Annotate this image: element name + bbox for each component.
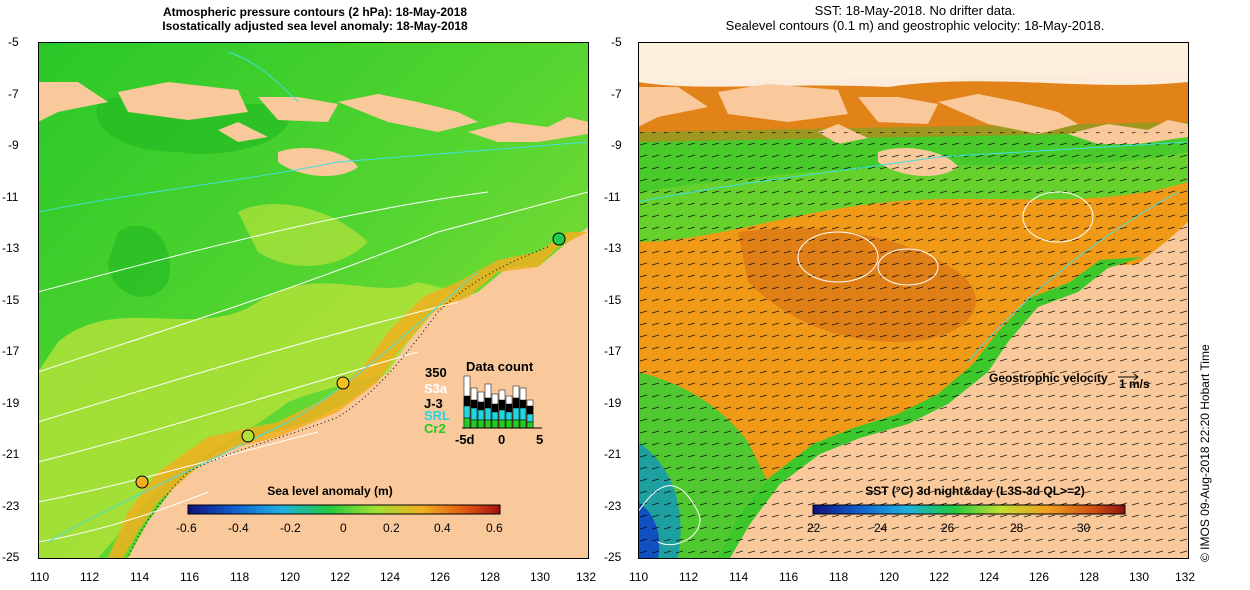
left-cb-tick: -0.6 <box>176 521 197 535</box>
left-colorbar-label: Sea level anomaly (m) <box>267 484 393 498</box>
left-map-frame <box>38 42 589 559</box>
dc-axis-label: 5 <box>536 432 544 447</box>
right-y-tick: -7 <box>611 87 622 101</box>
right-x-tick: 126 <box>1029 570 1050 584</box>
left-x-tick: 116 <box>180 570 200 584</box>
left-x-tick: 112 <box>80 570 100 584</box>
right-cb-tick: 28 <box>1010 521 1024 535</box>
right-x-tick: 122 <box>929 570 950 584</box>
left-title-line2: Isostatically adjusted sea level anomaly… <box>162 19 468 33</box>
right-y-tick: -5 <box>611 35 622 49</box>
right-x-tick: 130 <box>1129 570 1150 584</box>
right-y-tick: -11 <box>604 190 621 204</box>
left-x-tick: 124 <box>380 570 401 584</box>
left-y-tick: -23 <box>2 499 20 513</box>
left-title-line1: Atmospheric pressure contours (2 hPa): 1… <box>162 5 468 19</box>
right-x-tick: 110 <box>629 570 649 584</box>
right-colorbar-label: SST (°C) 3d night&day (L3S-3d QL>=2) <box>865 484 1085 498</box>
left-x-tick: 120 <box>280 570 301 584</box>
left-y-tick: -11 <box>2 190 19 204</box>
right-x-tick: 128 <box>1079 570 1100 584</box>
left-x-tick: 118 <box>230 570 250 584</box>
dc-axis-label: 0 <box>498 432 506 447</box>
left-y-tick: -21 <box>2 447 20 461</box>
right-y-tick: -25 <box>604 550 622 564</box>
right-cb-tick: 30 <box>1077 521 1091 535</box>
left-x-tick: 122 <box>330 570 351 584</box>
left-x-tick: 110 <box>30 570 50 584</box>
right-x-tick: 120 <box>879 570 900 584</box>
left-y-tick: -13 <box>2 241 20 255</box>
right-x-tick: 114 <box>729 570 749 584</box>
left-cb-tick: 0.6 <box>486 521 503 535</box>
left-y-tick: -7 <box>8 87 19 101</box>
data-count-title: Data count <box>466 359 534 374</box>
right-x-tick: 124 <box>979 570 1000 584</box>
right-map <box>638 42 1188 558</box>
left-cb-tick: 0.4 <box>434 521 451 535</box>
right-cb-tick: 26 <box>941 521 955 535</box>
left-y-tick: -25 <box>2 550 20 564</box>
right-y-tick: -13 <box>604 241 622 255</box>
velocity-scale: 1 m/s <box>1119 377 1150 391</box>
left-cb-tick: -0.4 <box>228 521 249 535</box>
left-x-tick: 130 <box>530 570 551 584</box>
right-y-tick: -15 <box>604 293 622 307</box>
left-y-tick: -19 <box>2 396 20 410</box>
right-x-tick: 132 <box>1175 570 1196 584</box>
imos-credit: © IMOS 09-Aug-2018 22:20 Hobart Time <box>1198 344 1212 562</box>
left-cb-tick: 0 <box>340 521 347 535</box>
left-y-tick: -9 <box>8 138 19 152</box>
right-y-tick: -9 <box>611 138 622 152</box>
sat-label-s3a: S3a <box>424 381 448 396</box>
right-x-tick: 116 <box>779 570 799 584</box>
left-y-tick: -5 <box>8 35 19 49</box>
sat-label-srl: SRL <box>424 408 450 423</box>
sat-label-cr2: Cr2 <box>424 421 446 436</box>
right-x-tick: 112 <box>679 570 699 584</box>
right-cb-tick: 22 <box>807 521 821 535</box>
right-y-tick: -17 <box>604 344 622 358</box>
dc-axis-label: -5d <box>455 432 475 447</box>
right-map-frame <box>638 42 1189 559</box>
left-x-tick: 132 <box>576 570 597 584</box>
right-y-tick: -19 <box>604 396 622 410</box>
data-count-max: 350 <box>425 365 447 380</box>
right-title-line1: SST: 18-May-2018. No drifter data. <box>814 3 1016 18</box>
left-y-tick: -15 <box>2 293 20 307</box>
right-cb-tick: 24 <box>874 521 888 535</box>
right-x-tick: 118 <box>829 570 849 584</box>
left-x-tick: 126 <box>430 570 451 584</box>
left-y-tick: -17 <box>2 344 20 358</box>
velocity-label: Geostrophic velocity <box>989 371 1108 385</box>
left-x-tick: 128 <box>480 570 501 584</box>
right-y-tick: -21 <box>604 447 622 461</box>
right-y-tick: -23 <box>604 499 622 513</box>
right-title-line2: Sealevel contours (0.1 m) and geostrophi… <box>725 18 1105 33</box>
data-count-histogram <box>462 375 542 429</box>
left-x-tick: 114 <box>130 570 150 584</box>
left-cb-tick: 0.2 <box>383 521 400 535</box>
left-cb-tick: -0.2 <box>280 521 301 535</box>
sat-label-j3: J-3 <box>424 396 443 411</box>
left-map <box>38 42 588 558</box>
